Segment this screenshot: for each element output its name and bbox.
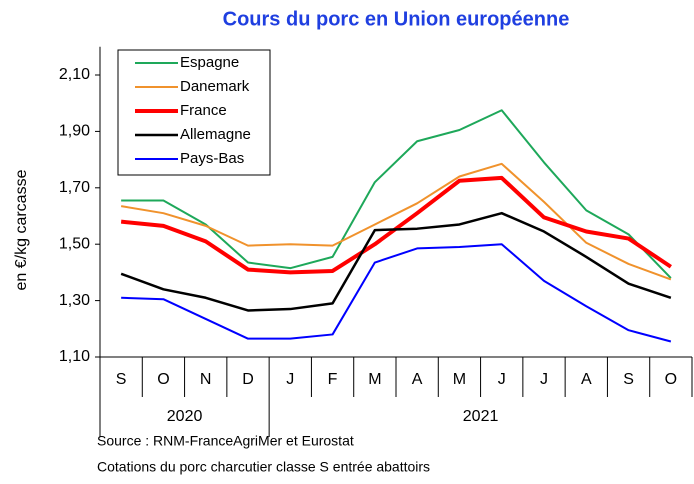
x-tick-label: M	[453, 371, 466, 388]
legend-label: Espagne	[180, 54, 239, 71]
y-tick-label: 1,70	[59, 179, 90, 196]
legend-label: France	[180, 102, 227, 119]
y-axis-label: en €/kg carcasse	[13, 169, 30, 290]
series-line	[120, 162, 672, 281]
series-line	[120, 211, 672, 312]
legend-label: Danemark	[180, 78, 250, 95]
y-tick-label: 1,10	[59, 348, 90, 365]
x-tick-label: A	[412, 371, 423, 388]
series-line	[121, 243, 672, 343]
x-tick-label: J	[540, 371, 548, 388]
x-tick-label: M	[368, 371, 381, 388]
legend-label: Allemagne	[180, 126, 251, 143]
group-label: 2021	[463, 408, 499, 425]
x-tick-label: N	[200, 371, 212, 388]
x-tick-label: S	[116, 371, 127, 388]
series-line	[121, 109, 672, 279]
x-tick-label: O	[157, 371, 169, 388]
legend-label: Pays-Bas	[180, 150, 244, 167]
y-tick-label: 1,90	[59, 123, 90, 140]
note: Cotations du porc charcutier classe S en…	[97, 459, 430, 475]
x-tick-label: S	[623, 371, 634, 388]
x-tick-label: J	[498, 371, 506, 388]
x-tick-label: F	[328, 371, 338, 388]
y-tick-label: 1,50	[59, 235, 90, 252]
x-tick-label: A	[581, 371, 592, 388]
chart-title: Cours du porc en Union européenne	[223, 8, 570, 30]
x-tick-label: O	[665, 371, 677, 388]
x-tick-label: D	[242, 371, 254, 388]
y-tick-label: 2,10	[59, 66, 90, 83]
y-tick-label: 1,30	[59, 292, 90, 309]
note: Source : RNM-FranceAgriMer et Eurostat	[97, 433, 354, 449]
group-label: 2020	[167, 408, 203, 425]
x-tick-label: J	[286, 371, 294, 388]
